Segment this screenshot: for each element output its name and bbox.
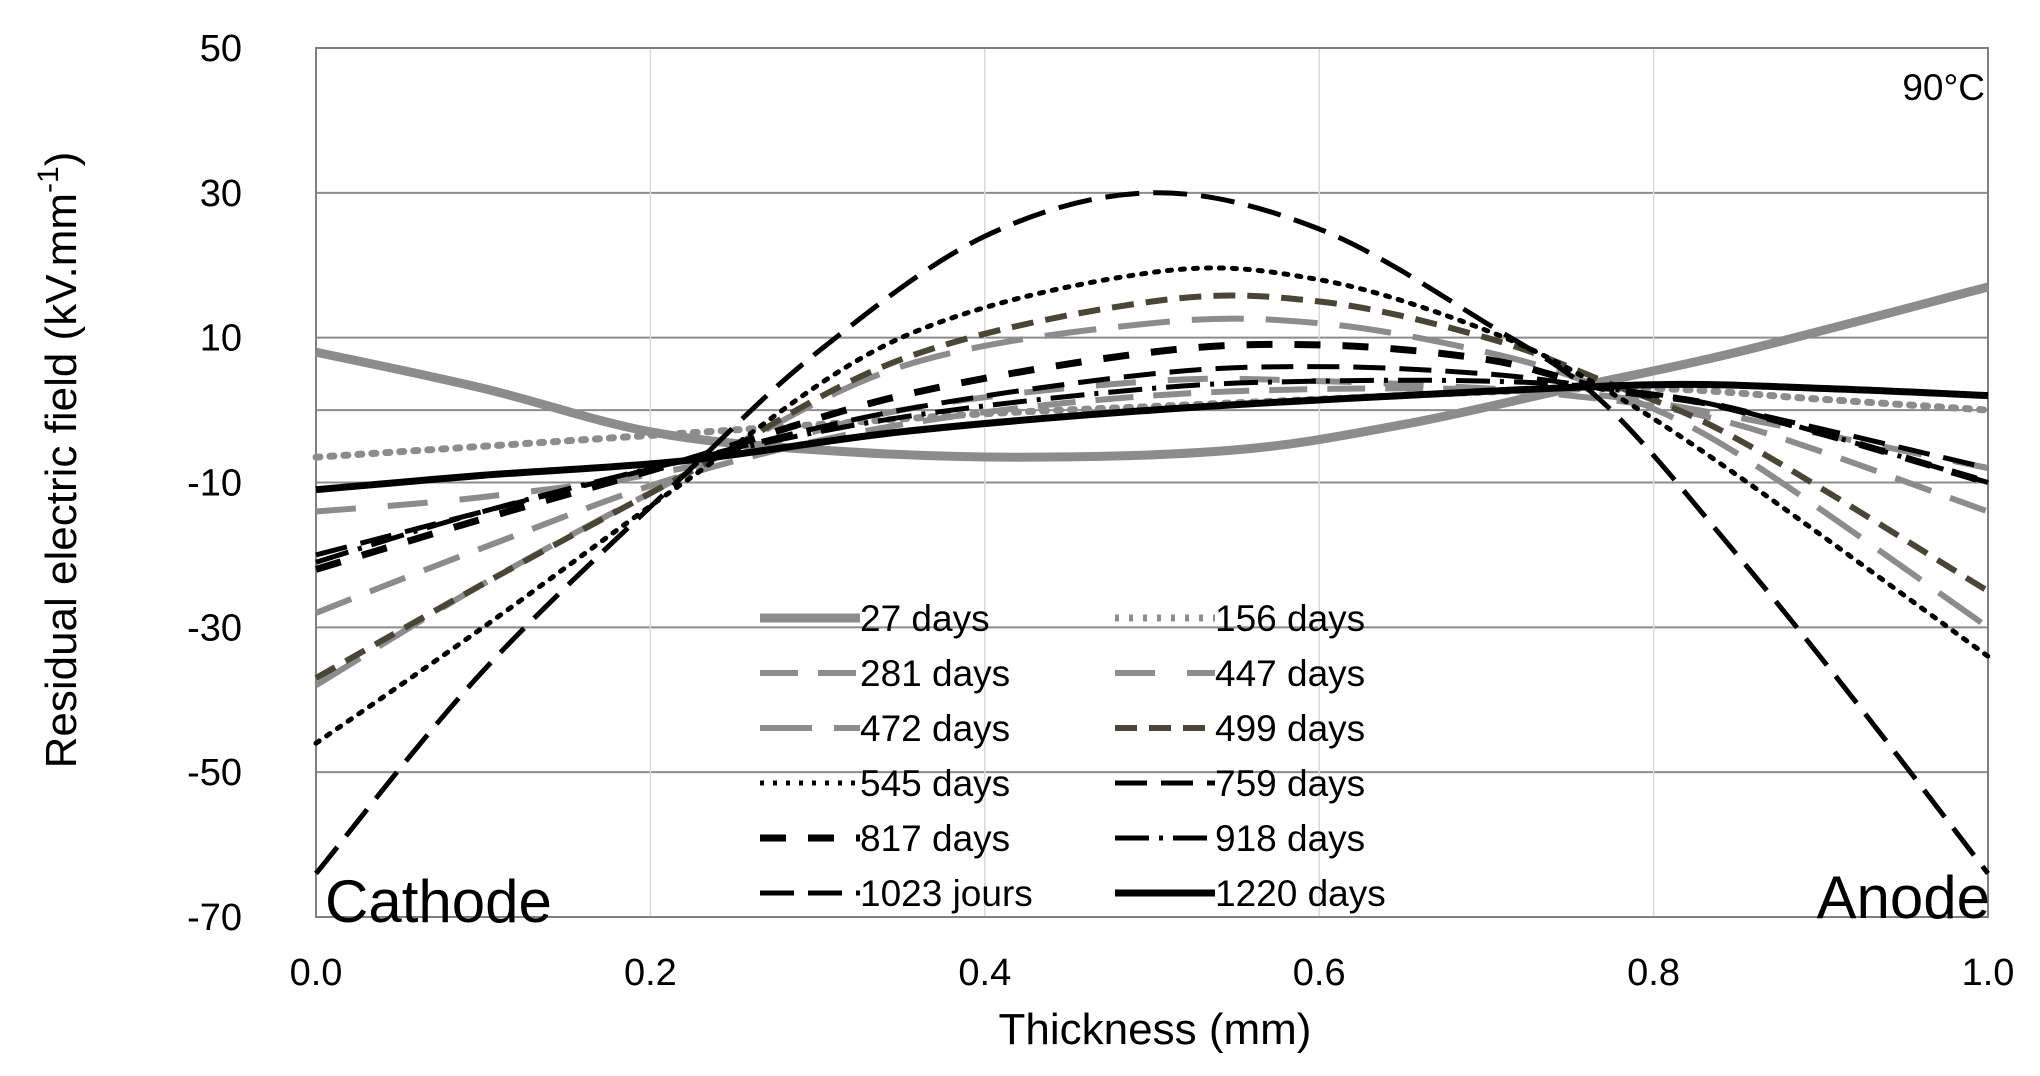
x-tick-label: 1.0 xyxy=(1962,952,2015,994)
series-line-499-days xyxy=(314,292,1990,681)
legend-label-759-days: 759 days xyxy=(1215,763,1365,804)
series-layer xyxy=(312,190,1992,876)
legend-label-281-days: 281 days xyxy=(860,653,1010,694)
series-line-281-days xyxy=(314,385,1989,616)
x-axis-label: Thickness (mm) xyxy=(999,1005,1312,1054)
y-tick-label: 30 xyxy=(200,173,242,215)
series-line-1220-days xyxy=(315,380,1989,494)
y-axis-label: Residual electric field (kV.mm-1) xyxy=(32,152,86,769)
x-tick-label: 0.2 xyxy=(624,952,677,994)
legend-label-472-days: 472 days xyxy=(860,708,1010,749)
y-tick-label: -70 xyxy=(187,897,242,939)
legend-label-817-days: 817 days xyxy=(860,818,1010,859)
anode-label: Anode xyxy=(1817,864,1991,931)
tick-labels: -70 -50 -30 -10 10 30 50 0.0 0.2 0.4 0.6 0.8 1.0 xyxy=(187,28,2014,994)
y-tick-label: -30 xyxy=(187,607,242,649)
x-tick-label: 0.0 xyxy=(290,952,343,994)
y-tick-label: 10 xyxy=(200,318,242,360)
y-tick-label: -10 xyxy=(187,463,242,505)
y-tick-label: 50 xyxy=(200,28,242,70)
legend-label-447-days: 447 days xyxy=(1215,653,1365,694)
legend-label-1023-jours: 1023 jours xyxy=(860,873,1033,914)
x-tick-label: 0.8 xyxy=(1627,952,1680,994)
y-tick-label: -50 xyxy=(187,752,242,794)
series-line-1023-jours xyxy=(314,190,1990,876)
series-line-156-days xyxy=(312,384,1992,461)
series-line-918-days xyxy=(315,377,1989,565)
legend-label-156-days: 156 days xyxy=(1215,598,1365,639)
series-line-545-days xyxy=(313,265,1991,746)
legend-label-499-days: 499 days xyxy=(1215,708,1365,749)
legend-label-27-days: 27 days xyxy=(860,598,990,639)
y-axis-label-superscript: -1 xyxy=(32,166,65,193)
y-axis-label-main: Residual electric field (kV.mm xyxy=(37,193,86,768)
x-tick-label: 0.4 xyxy=(958,952,1011,994)
series-line-27-days xyxy=(315,282,1990,462)
legend-label-1220-days: 1220 days xyxy=(1215,873,1386,914)
temperature-label: 90°C xyxy=(1902,67,1985,108)
x-tick-label: 0.6 xyxy=(1293,952,1346,994)
series-line-472-days xyxy=(314,315,1990,688)
y-axis-label-close: ) xyxy=(37,152,86,167)
legend-label-918-days: 918 days xyxy=(1215,818,1365,859)
series-line-817-days xyxy=(314,340,1989,573)
cathode-label: Cathode xyxy=(325,868,552,935)
legend-label-545-days: 545 days xyxy=(860,763,1010,804)
legend: 27 days 156 days 281 days 447 days 472 days 4… xyxy=(760,598,1386,914)
